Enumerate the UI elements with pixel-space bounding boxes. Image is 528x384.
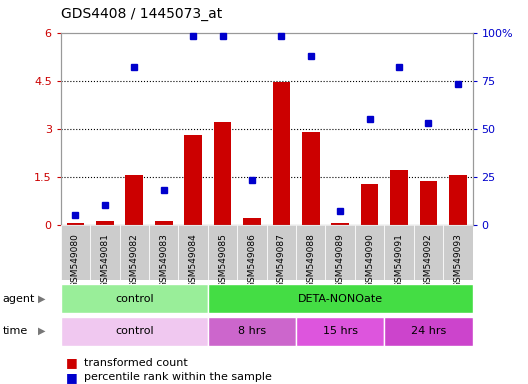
Text: ■: ■: [66, 371, 78, 384]
Bar: [208, 317, 296, 346]
Bar: [243, 218, 261, 225]
Bar: [361, 184, 379, 225]
Bar: [208, 225, 237, 280]
Text: transformed count: transformed count: [84, 358, 188, 368]
Bar: [61, 317, 208, 346]
Bar: [384, 317, 473, 346]
Text: time: time: [3, 326, 28, 336]
Bar: [355, 225, 384, 280]
Bar: [184, 135, 202, 225]
Bar: [296, 317, 384, 346]
Text: GSM549080: GSM549080: [71, 233, 80, 288]
Bar: [237, 225, 267, 280]
Text: GDS4408 / 1445073_at: GDS4408 / 1445073_at: [61, 7, 222, 21]
Text: 24 hrs: 24 hrs: [411, 326, 446, 336]
Bar: [155, 222, 173, 225]
Text: GSM549092: GSM549092: [424, 233, 433, 288]
Text: GSM549090: GSM549090: [365, 233, 374, 288]
Bar: [414, 225, 443, 280]
Text: GSM549091: GSM549091: [394, 233, 403, 288]
Bar: [119, 225, 149, 280]
Text: ▶: ▶: [38, 293, 45, 304]
Bar: [61, 225, 90, 280]
Bar: [267, 225, 296, 280]
Bar: [384, 225, 414, 280]
Text: ▶: ▶: [38, 326, 45, 336]
Bar: [332, 223, 349, 225]
Bar: [296, 225, 325, 280]
Bar: [420, 182, 437, 225]
Bar: [61, 284, 208, 313]
Bar: [214, 122, 231, 225]
Bar: [126, 175, 143, 225]
Bar: [149, 225, 178, 280]
Bar: [302, 132, 319, 225]
Bar: [67, 223, 84, 225]
Bar: [443, 225, 473, 280]
Text: GSM549088: GSM549088: [306, 233, 315, 288]
Bar: [272, 82, 290, 225]
Text: GSM549086: GSM549086: [248, 233, 257, 288]
Bar: [390, 170, 408, 225]
Text: GSM549084: GSM549084: [188, 233, 197, 288]
Bar: [178, 225, 208, 280]
Bar: [90, 225, 119, 280]
Text: agent: agent: [3, 293, 35, 304]
Bar: [208, 284, 473, 313]
Text: ■: ■: [66, 356, 78, 369]
Text: DETA-NONOate: DETA-NONOate: [298, 293, 383, 304]
Text: GSM549083: GSM549083: [159, 233, 168, 288]
Text: GSM549085: GSM549085: [218, 233, 227, 288]
Text: GSM549089: GSM549089: [336, 233, 345, 288]
Text: GSM549087: GSM549087: [277, 233, 286, 288]
Text: 8 hrs: 8 hrs: [238, 326, 266, 336]
Bar: [325, 225, 355, 280]
Text: GSM549082: GSM549082: [130, 233, 139, 288]
Text: 15 hrs: 15 hrs: [323, 326, 357, 336]
Text: control: control: [115, 326, 154, 336]
Text: percentile rank within the sample: percentile rank within the sample: [84, 372, 272, 382]
Bar: [449, 175, 467, 225]
Text: GSM549081: GSM549081: [100, 233, 109, 288]
Text: control: control: [115, 293, 154, 304]
Text: GSM549093: GSM549093: [454, 233, 463, 288]
Bar: [96, 221, 114, 225]
